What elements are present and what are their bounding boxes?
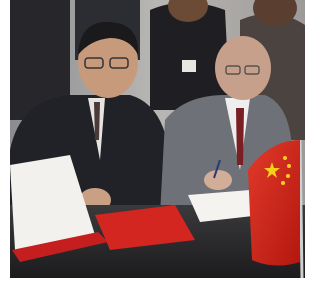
flag-star	[281, 181, 285, 185]
right-signer-head	[215, 36, 271, 100]
right-signer-tie	[236, 108, 244, 165]
flag-star	[286, 174, 290, 178]
flag-star	[283, 156, 287, 160]
page: Photo {} html, body { margin: 0; padding…	[0, 0, 314, 295]
scene	[10, 0, 305, 278]
flag-star	[287, 164, 291, 168]
flag-pole	[300, 140, 302, 278]
right-signer-hand	[204, 170, 232, 190]
badge	[182, 60, 196, 72]
page-body	[0, 0, 314, 295]
photo	[0, 0, 314, 295]
left-signer-tie	[94, 102, 100, 140]
